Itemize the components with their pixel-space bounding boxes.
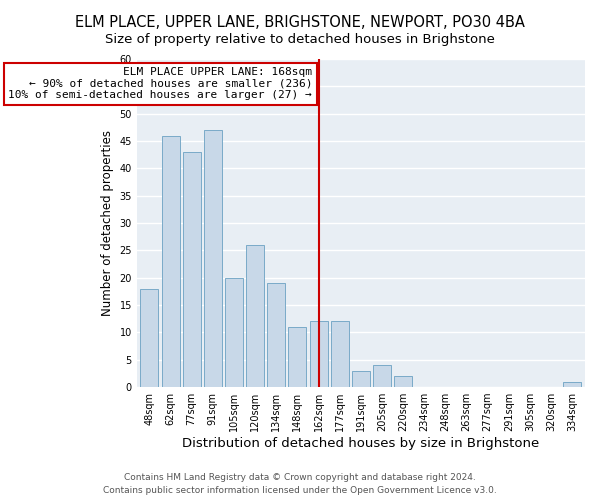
- Text: Size of property relative to detached houses in Brighstone: Size of property relative to detached ho…: [105, 32, 495, 46]
- Text: ELM PLACE, UPPER LANE, BRIGHSTONE, NEWPORT, PO30 4BA: ELM PLACE, UPPER LANE, BRIGHSTONE, NEWPO…: [75, 15, 525, 30]
- Bar: [394, 376, 412, 387]
- Bar: [310, 322, 328, 387]
- Bar: [140, 288, 158, 387]
- Bar: [246, 245, 264, 387]
- Bar: [267, 283, 285, 387]
- X-axis label: Distribution of detached houses by size in Brighstone: Distribution of detached houses by size …: [182, 437, 539, 450]
- Bar: [289, 327, 307, 387]
- Bar: [225, 278, 243, 387]
- Text: ELM PLACE UPPER LANE: 168sqm
← 90% of detached houses are smaller (236)
10% of s: ELM PLACE UPPER LANE: 168sqm ← 90% of de…: [8, 67, 312, 100]
- Bar: [373, 365, 391, 387]
- Bar: [161, 136, 179, 387]
- Bar: [563, 382, 581, 387]
- Y-axis label: Number of detached properties: Number of detached properties: [101, 130, 114, 316]
- Bar: [331, 322, 349, 387]
- Text: Contains HM Land Registry data © Crown copyright and database right 2024.
Contai: Contains HM Land Registry data © Crown c…: [103, 474, 497, 495]
- Bar: [352, 370, 370, 387]
- Bar: [204, 130, 222, 387]
- Bar: [182, 152, 200, 387]
